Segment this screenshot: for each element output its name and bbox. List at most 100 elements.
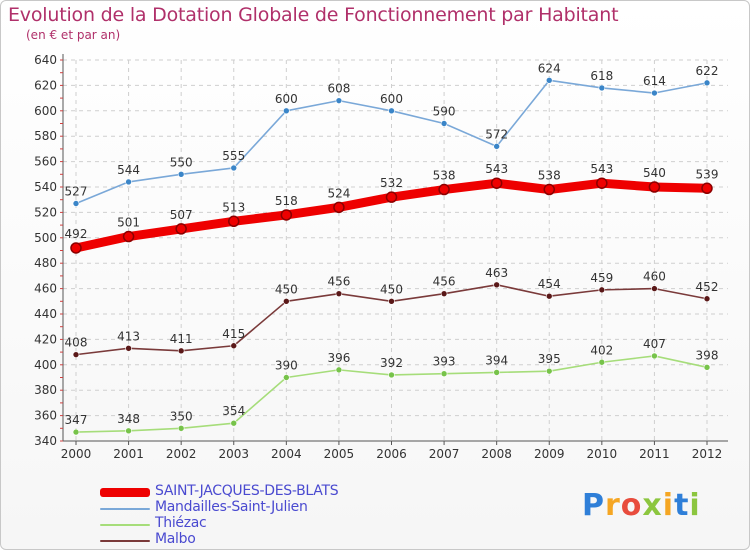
- data-point: [72, 200, 80, 207]
- data-point: [230, 342, 238, 350]
- data-point: [598, 84, 606, 92]
- data-label: 538: [538, 169, 561, 183]
- y-tick-label: 580: [34, 129, 57, 143]
- x-tick-label: 2009: [534, 447, 565, 461]
- y-tick-label: 400: [34, 358, 57, 372]
- legend-swatch: [100, 540, 150, 542]
- x-tick-label: 2003: [218, 447, 249, 461]
- data-point: [545, 367, 553, 375]
- data-point: [703, 295, 711, 303]
- data-label: 590: [433, 105, 456, 119]
- data-label: 507: [170, 208, 193, 222]
- y-tick-label: 340: [34, 434, 57, 448]
- data-point: [545, 77, 553, 84]
- data-label: 459: [590, 271, 613, 285]
- data-point: [701, 182, 713, 195]
- legend-label: Thiézac: [155, 515, 207, 531]
- data-point: [335, 366, 343, 374]
- data-point: [598, 358, 606, 366]
- data-label: 390: [275, 359, 298, 373]
- x-tick-label: 2001: [113, 447, 144, 461]
- data-label: 524: [327, 186, 350, 200]
- legend-swatch: [100, 508, 150, 510]
- x-tick-label: 2008: [481, 447, 512, 461]
- data-label: 501: [117, 216, 140, 230]
- data-point: [280, 209, 293, 221]
- data-label: 402: [590, 343, 613, 357]
- data-label: 555: [222, 149, 245, 163]
- data-point: [72, 428, 80, 436]
- data-label: 543: [590, 162, 613, 176]
- legend-label: SAINT-JACQUES-DES-BLATS: [155, 483, 339, 499]
- data-point: [440, 120, 448, 127]
- x-tick-label: 2006: [376, 447, 407, 461]
- data-label: 408: [65, 336, 88, 350]
- y-tick-label: 560: [34, 155, 57, 169]
- logo-letter: t: [674, 488, 690, 523]
- data-point: [543, 183, 555, 196]
- data-point: [598, 286, 606, 294]
- x-tick-label: 2002: [166, 447, 197, 461]
- data-label: 600: [275, 92, 298, 106]
- logo-letter: i: [662, 488, 675, 523]
- data-point: [493, 281, 500, 289]
- legend-swatch: [100, 488, 150, 497]
- data-point: [177, 171, 185, 178]
- chart-subtitle: (en € et par an): [26, 28, 121, 42]
- data-label: 456: [327, 275, 350, 289]
- y-tick-label: 440: [34, 307, 57, 321]
- y-tick-label: 640: [34, 53, 57, 67]
- data-point: [125, 178, 132, 186]
- data-point: [283, 297, 290, 305]
- data-label: 539: [696, 167, 719, 181]
- y-tick-label: 540: [34, 180, 57, 194]
- data-point: [385, 191, 398, 203]
- data-label: 544: [117, 163, 140, 177]
- x-tick-label: 2004: [271, 447, 302, 461]
- data-point: [283, 374, 290, 381]
- legend-label: Mandailles-Saint-Julien: [155, 499, 308, 515]
- data-point: [651, 285, 658, 292]
- proxiti-logo: Proxiti: [582, 488, 701, 523]
- y-tick-label: 500: [34, 231, 57, 245]
- data-label: 450: [380, 282, 403, 296]
- data-point: [125, 344, 132, 352]
- data-label: 543: [485, 162, 508, 176]
- data-label: 540: [643, 166, 666, 180]
- data-point: [177, 424, 185, 432]
- data-point: [177, 347, 185, 355]
- y-tick-label: 460: [34, 282, 57, 296]
- y-tick-label: 380: [34, 383, 57, 397]
- data-label: 460: [643, 270, 666, 284]
- data-label: 350: [170, 409, 193, 423]
- data-label: 354: [222, 404, 245, 418]
- data-point: [648, 181, 661, 193]
- data-label: 572: [485, 127, 508, 141]
- data-point: [388, 371, 395, 379]
- data-label: 600: [380, 92, 403, 106]
- legend-label: Malbo: [155, 531, 196, 547]
- data-point: [122, 230, 135, 243]
- data-point: [703, 79, 711, 87]
- data-label: 492: [65, 227, 88, 241]
- x-tick-label: 2011: [639, 447, 670, 461]
- data-point: [228, 215, 240, 228]
- data-label: 518: [275, 194, 298, 208]
- data-point: [125, 427, 132, 435]
- logo-letter: P: [582, 488, 605, 523]
- legend-swatch: [100, 524, 150, 526]
- logo-letter: o: [620, 488, 643, 523]
- data-point: [388, 107, 395, 115]
- data-label: 450: [275, 282, 298, 296]
- data-point: [230, 164, 238, 172]
- logo-letter: x: [642, 488, 663, 523]
- data-point: [440, 290, 448, 297]
- data-label: 348: [117, 412, 140, 426]
- data-label: 454: [538, 277, 561, 291]
- y-tick-label: 360: [34, 409, 57, 423]
- data-point: [230, 419, 238, 427]
- data-label: 532: [380, 176, 403, 190]
- data-point: [333, 201, 345, 214]
- data-label: 395: [538, 352, 561, 366]
